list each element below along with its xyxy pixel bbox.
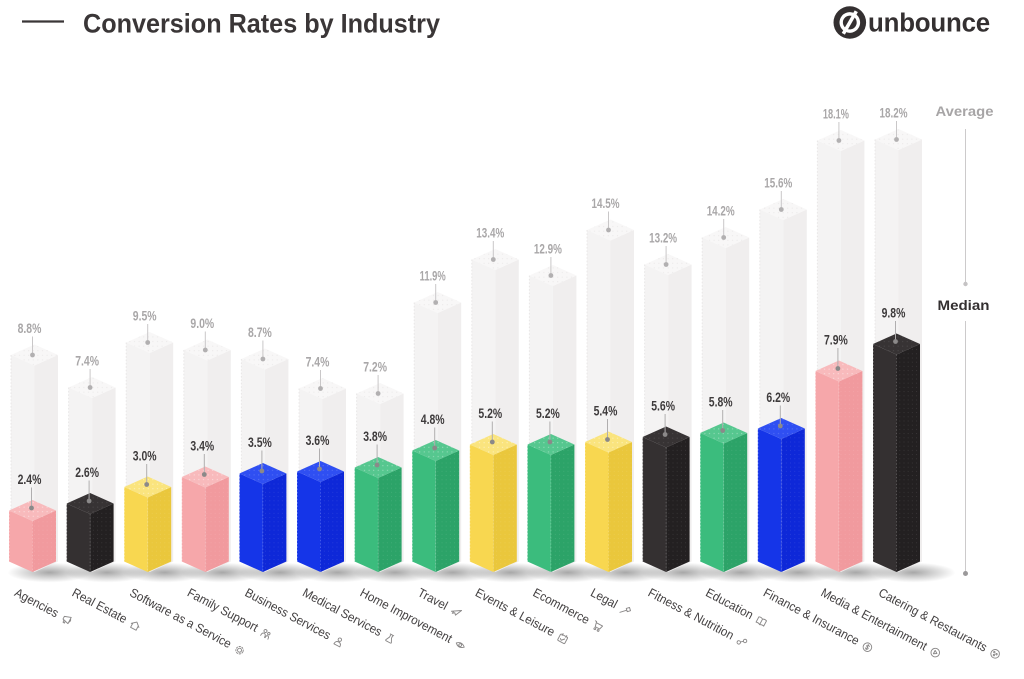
svg-text:12.9%: 12.9% xyxy=(534,241,562,257)
svg-text:13.4%: 13.4% xyxy=(476,225,504,241)
svg-text:5.8%: 5.8% xyxy=(709,394,733,410)
svg-text:3.0%: 3.0% xyxy=(133,448,157,464)
svg-text:Median: Median xyxy=(938,298,990,313)
svg-text:3.8%: 3.8% xyxy=(363,428,387,444)
svg-text:13.2%: 13.2% xyxy=(649,230,677,246)
svg-text:3.6%: 3.6% xyxy=(306,432,330,448)
svg-text:Conversion Rates by Industry: Conversion Rates by Industry xyxy=(83,9,440,39)
svg-text:2.4%: 2.4% xyxy=(18,471,42,487)
svg-text:7.9%: 7.9% xyxy=(824,332,848,348)
svg-text:5.6%: 5.6% xyxy=(651,398,675,414)
svg-text:15.6%: 15.6% xyxy=(764,175,792,191)
svg-text:Average: Average xyxy=(936,104,995,119)
svg-text:9.8%: 9.8% xyxy=(882,305,906,321)
svg-text:6.2%: 6.2% xyxy=(766,389,790,405)
svg-text:9.5%: 9.5% xyxy=(133,308,157,324)
svg-text:7.2%: 7.2% xyxy=(363,359,387,375)
svg-text:7.4%: 7.4% xyxy=(75,353,99,369)
svg-text:14.2%: 14.2% xyxy=(707,203,735,219)
svg-text:14.5%: 14.5% xyxy=(592,195,620,211)
svg-text:3.4%: 3.4% xyxy=(190,438,214,454)
svg-text:unbounce: unbounce xyxy=(868,10,990,38)
svg-text:7.4%: 7.4% xyxy=(306,354,330,370)
svg-text:5.2%: 5.2% xyxy=(478,405,502,421)
svg-text:18.1%: 18.1% xyxy=(823,106,849,122)
svg-text:8.8%: 8.8% xyxy=(18,320,42,336)
svg-text:4.8%: 4.8% xyxy=(421,411,445,427)
svg-text:5.4%: 5.4% xyxy=(594,403,618,419)
svg-text:11.9%: 11.9% xyxy=(420,268,446,284)
svg-text:3.5%: 3.5% xyxy=(248,434,272,450)
svg-text:9.0%: 9.0% xyxy=(190,315,214,331)
svg-text:8.7%: 8.7% xyxy=(248,324,272,340)
svg-text:18.2%: 18.2% xyxy=(880,105,908,121)
svg-text:2.6%: 2.6% xyxy=(75,464,99,480)
svg-text:5.2%: 5.2% xyxy=(536,405,560,421)
